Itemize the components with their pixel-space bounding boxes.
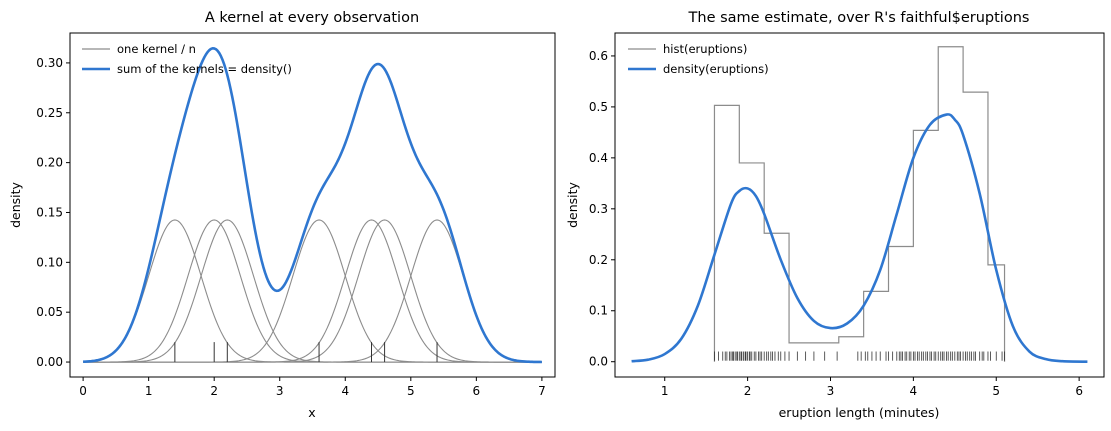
legend-label-hist: hist(eruptions) — [663, 42, 747, 56]
x-tick-label: 4 — [910, 384, 918, 398]
plot-frame — [614, 32, 1105, 378]
legend: hist(eruptions) density(eruptions) — [628, 42, 769, 76]
x-tick-label: 6 — [473, 384, 481, 398]
y-tick-label: 0.2 — [589, 253, 608, 267]
kernel-curve — [83, 219, 542, 363]
x-tick-label: 6 — [1075, 384, 1083, 398]
y-tick-label: 0.3 — [589, 202, 608, 216]
kernel-chart-marks — [83, 47, 542, 364]
kernel-curve — [83, 219, 542, 363]
y-tick-label: 0.10 — [36, 255, 63, 269]
y-tick-label: 0.30 — [36, 56, 63, 70]
y-tick-label: 0.20 — [36, 156, 63, 170]
legend: one kernel / n sum of the kernels = dens… — [82, 42, 292, 76]
kernel-curve — [83, 219, 542, 363]
x-tick-label: 0 — [79, 384, 87, 398]
legend-label-kernel: one kernel / n — [117, 42, 196, 56]
kernel-curve — [83, 219, 542, 363]
y-axis-label: density — [565, 181, 580, 227]
y-tick-label: 0.4 — [589, 151, 608, 165]
x-tick-label: 4 — [341, 384, 349, 398]
x-axis-label: eruption length (minutes) — [779, 405, 940, 420]
axis-ticks: 0 1 2 3 4 5 6 7 0.00 0.05 0.10 0.15 0.20 0.25 0.30 — [36, 56, 545, 398]
y-tick-label: 0.15 — [36, 205, 63, 219]
y-tick-label: 0.0 — [589, 355, 608, 369]
x-axis-label: x — [308, 405, 315, 420]
x-tick-label: 3 — [276, 384, 284, 398]
kernel-curve — [83, 219, 542, 363]
kernel-chart: A kernel at every observation 0 1 2 3 4 5 6 7 0.… — [8, 10, 556, 420]
plot-frame — [69, 32, 556, 378]
y-axis-label: density — [8, 181, 23, 227]
faithful-chart: The same estimate, over R's faithful$eru… — [565, 10, 1105, 420]
faithful-chart-marks — [631, 46, 1088, 364]
density-curve — [83, 47, 542, 364]
y-tick-label: 0.05 — [36, 305, 63, 319]
y-tick-label: 0.5 — [589, 100, 608, 114]
x-tick-label: 7 — [538, 384, 546, 398]
density-curve — [631, 113, 1088, 364]
legend-label-density: density(eruptions) — [663, 62, 769, 76]
y-tick-label: 0.25 — [36, 106, 63, 120]
histogram-outline — [713, 46, 1006, 362]
x-tick-label: 5 — [992, 384, 1000, 398]
x-tick-label: 1 — [145, 384, 153, 398]
kernel-curve — [83, 219, 542, 363]
x-tick-label: 2 — [210, 384, 218, 398]
legend-label-density: sum of the kernels = density() — [117, 62, 292, 76]
x-tick-label: 2 — [744, 384, 752, 398]
y-tick-label: 0.1 — [589, 304, 608, 318]
axis-ticks: 1 2 3 4 5 6 0.0 0.1 0.2 0.3 0.4 0.5 0.6 — [589, 49, 1083, 398]
y-tick-label: 0.00 — [36, 355, 63, 369]
chart-title: The same estimate, over R's faithful$eru… — [688, 10, 1030, 26]
x-tick-label: 1 — [661, 384, 669, 398]
chart-title: A kernel at every observation — [205, 10, 419, 26]
x-tick-label: 5 — [407, 384, 415, 398]
x-tick-label: 3 — [827, 384, 835, 398]
kernel-curve — [83, 219, 542, 363]
y-tick-label: 0.6 — [589, 49, 608, 63]
